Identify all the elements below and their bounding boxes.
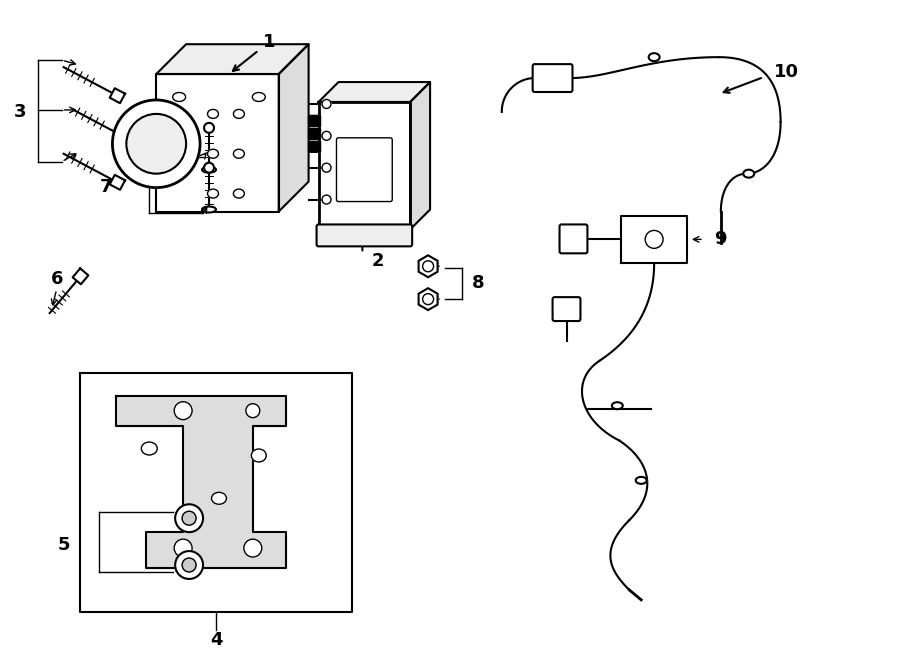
Polygon shape xyxy=(110,175,125,190)
FancyBboxPatch shape xyxy=(337,137,392,202)
Polygon shape xyxy=(110,88,125,103)
Ellipse shape xyxy=(252,93,266,102)
Text: 8: 8 xyxy=(472,274,484,292)
Ellipse shape xyxy=(233,110,245,118)
Ellipse shape xyxy=(612,402,623,409)
Ellipse shape xyxy=(212,492,227,504)
Circle shape xyxy=(246,404,260,418)
Polygon shape xyxy=(116,396,285,568)
FancyBboxPatch shape xyxy=(533,64,572,92)
Circle shape xyxy=(423,261,434,272)
Circle shape xyxy=(244,539,262,557)
Text: 3: 3 xyxy=(14,103,26,121)
Polygon shape xyxy=(73,268,88,284)
Ellipse shape xyxy=(202,167,216,173)
Circle shape xyxy=(204,123,214,133)
Ellipse shape xyxy=(208,110,219,118)
Circle shape xyxy=(322,132,331,140)
Circle shape xyxy=(322,99,331,108)
FancyBboxPatch shape xyxy=(309,116,320,126)
FancyBboxPatch shape xyxy=(553,297,580,321)
Text: 7: 7 xyxy=(100,178,112,196)
Polygon shape xyxy=(410,82,430,229)
Text: 9: 9 xyxy=(714,231,726,249)
Polygon shape xyxy=(319,102,410,229)
Circle shape xyxy=(322,163,331,172)
Circle shape xyxy=(126,114,186,174)
Circle shape xyxy=(645,231,663,249)
Ellipse shape xyxy=(141,442,158,455)
Ellipse shape xyxy=(208,149,219,158)
Ellipse shape xyxy=(743,170,754,178)
Circle shape xyxy=(176,551,203,579)
Text: 1: 1 xyxy=(263,33,275,51)
Circle shape xyxy=(322,195,331,204)
FancyBboxPatch shape xyxy=(560,225,588,253)
Ellipse shape xyxy=(208,189,219,198)
Polygon shape xyxy=(157,44,309,74)
Text: 5: 5 xyxy=(58,536,70,554)
Circle shape xyxy=(182,511,196,525)
Polygon shape xyxy=(319,82,430,102)
Polygon shape xyxy=(120,131,135,146)
Text: 10: 10 xyxy=(774,63,798,81)
FancyBboxPatch shape xyxy=(309,128,320,139)
Ellipse shape xyxy=(233,189,245,198)
Ellipse shape xyxy=(173,93,185,102)
Ellipse shape xyxy=(202,206,216,212)
FancyBboxPatch shape xyxy=(317,225,412,247)
Ellipse shape xyxy=(251,449,266,462)
Circle shape xyxy=(204,163,214,173)
Circle shape xyxy=(112,100,200,188)
Ellipse shape xyxy=(635,477,647,484)
Circle shape xyxy=(175,402,192,420)
Polygon shape xyxy=(621,217,687,263)
Circle shape xyxy=(176,504,203,532)
Text: 2: 2 xyxy=(372,253,384,270)
Circle shape xyxy=(175,539,192,557)
FancyBboxPatch shape xyxy=(309,141,320,152)
Ellipse shape xyxy=(649,53,660,61)
Polygon shape xyxy=(279,44,309,212)
Text: 6: 6 xyxy=(50,270,63,288)
Ellipse shape xyxy=(233,149,245,158)
Circle shape xyxy=(423,293,434,305)
Circle shape xyxy=(182,558,196,572)
Polygon shape xyxy=(157,74,279,212)
Text: 4: 4 xyxy=(210,631,222,648)
